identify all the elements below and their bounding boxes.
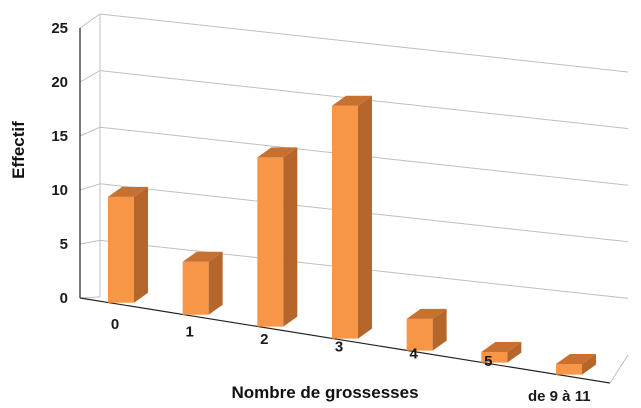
bar-front: [556, 363, 582, 375]
x-tick-label: 5: [484, 353, 492, 370]
x-tick-labels: 0 1 2 3 4 5 de 9 à 11: [111, 316, 591, 405]
gridline-connector: [79, 239, 101, 245]
y-tick-label: 5: [60, 236, 68, 253]
bar-top: [481, 342, 522, 353]
bar: [108, 186, 148, 303]
bar: [332, 95, 372, 339]
bar: [406, 308, 447, 351]
y-tick-label: 20: [51, 74, 68, 91]
gridline-connector: [79, 70, 101, 83]
bar: [556, 353, 596, 375]
bar-front: [257, 157, 284, 327]
bar-side: [134, 186, 148, 303]
bar-side: [283, 147, 298, 327]
y-tick-label: 10: [51, 182, 68, 199]
x-tick-label: de 9 à 11: [528, 388, 591, 405]
bar-top: [108, 186, 148, 197]
bar-top: [257, 147, 298, 158]
x-axis-line: [79, 297, 611, 384]
bar-side: [208, 251, 223, 315]
y-tick-labels: 0 5 10 15 20 25: [51, 20, 68, 307]
bar-front: [108, 196, 134, 303]
axes: [79, 28, 629, 384]
x-tick-label: 0: [111, 316, 119, 333]
x-tick-label: 4: [409, 346, 418, 363]
y-tick-label: 25: [51, 20, 68, 37]
gridline-connector: [79, 126, 101, 137]
x-tick-label: 3: [335, 338, 343, 355]
gridline-connector: [79, 13, 101, 29]
bar: [481, 342, 522, 363]
bar-top: [182, 251, 223, 262]
bar-top: [406, 308, 447, 319]
gridline-connector: [79, 296, 101, 299]
bar-front: [182, 261, 209, 315]
x-axis-title: Nombre de grossesses: [231, 383, 418, 402]
bar-side: [507, 342, 522, 363]
bar-front: [332, 105, 358, 339]
x-tick-label: 1: [185, 323, 193, 340]
bar-front: [406, 318, 433, 351]
y-axis-title: Effectif: [9, 121, 28, 179]
bar: [257, 147, 298, 327]
floor-edge: [609, 354, 629, 384]
gridline: [99, 13, 629, 73]
bar-front: [481, 352, 508, 363]
bar: [182, 251, 223, 315]
bar-top: [556, 353, 596, 364]
bar-side: [582, 353, 596, 375]
y-tick-label: 0: [60, 290, 68, 307]
bars: [108, 95, 596, 375]
y-tick-label: 15: [51, 128, 68, 145]
bar-side: [432, 308, 447, 351]
bar-side: [358, 95, 372, 339]
bar-top: [332, 95, 372, 106]
gridline-connector: [79, 183, 101, 191]
x-tick-label: 2: [260, 331, 268, 348]
